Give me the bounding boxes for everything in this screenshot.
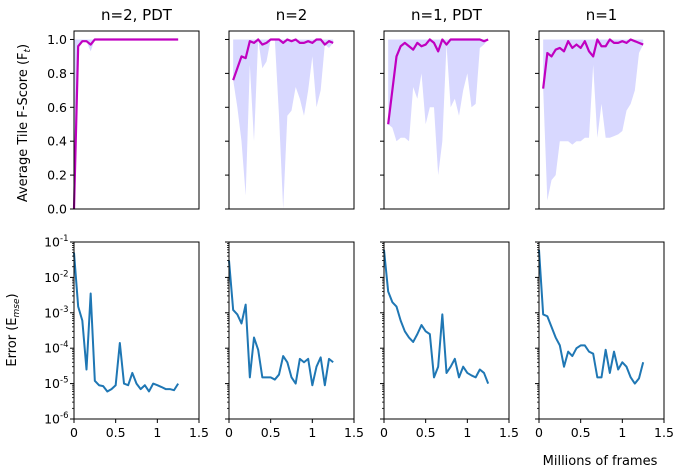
y-tick-exponent: -2 bbox=[60, 269, 68, 279]
plot-frame bbox=[228, 241, 355, 420]
error-line bbox=[73, 252, 180, 393]
x-tick-label: 0 bbox=[535, 425, 543, 440]
x-tick-label: 0.5 bbox=[106, 425, 126, 440]
x-axis-label: Millions of frames bbox=[543, 454, 658, 469]
fscore-line bbox=[72, 38, 179, 210]
plot-frame bbox=[383, 30, 510, 210]
panel-title: n=2 bbox=[276, 6, 308, 24]
x-tick-label: 1.5 bbox=[499, 425, 519, 440]
panel-title: n=1, PDT bbox=[411, 6, 483, 24]
error-line bbox=[228, 260, 334, 387]
bottom-y-axis-label: Error (Emse) bbox=[5, 293, 22, 366]
y-tick-label: 10 bbox=[44, 376, 60, 391]
fscore-line bbox=[232, 38, 334, 81]
error-line bbox=[383, 249, 490, 384]
x-tick-label: 1 bbox=[618, 425, 626, 440]
y-tick-exponent: -5 bbox=[60, 376, 68, 386]
plot-frame bbox=[73, 241, 200, 420]
x-tick-label: 1 bbox=[308, 425, 316, 440]
panel-fscore-1: n=2, PDT 0.0 0.2 0.4 0.6 0.8 1.0 bbox=[47, 6, 200, 217]
y-tick-label: 0.6 bbox=[47, 100, 67, 115]
panel-error-4: 0 0.5 1 1.5 bbox=[535, 241, 673, 440]
x-tick-label: 0 bbox=[380, 425, 388, 440]
variance-band bbox=[543, 39, 644, 201]
x-tick-label: 0.5 bbox=[416, 425, 436, 440]
error-line bbox=[538, 249, 645, 385]
plot-frame bbox=[538, 30, 665, 210]
panel-error-3: 0 0.5 1 1.5 bbox=[380, 241, 519, 440]
y-tick-label: 10 bbox=[44, 341, 60, 356]
panel-title: n=2, PDT bbox=[101, 6, 173, 24]
panel-error-1: 10 -610 -510 -410 -310 -210 -10 0.5 1 1.5 bbox=[44, 234, 209, 440]
bottom-y-axis-label-close: ) bbox=[5, 293, 20, 298]
top-y-axis-label: Average Tile F-Score (Ft) bbox=[16, 44, 33, 202]
panel-error-2: 0 0.5 1 1.5 bbox=[225, 241, 364, 440]
y-tick-exponent: -4 bbox=[60, 340, 68, 350]
bottom-y-axis-label-sub: mse bbox=[12, 298, 22, 317]
panel-title: n=1 bbox=[586, 6, 618, 24]
variance-band bbox=[233, 39, 334, 209]
y-tick-exponent: -1 bbox=[60, 234, 68, 244]
y-tick-label: 10 bbox=[44, 235, 60, 250]
y-tick-label: 0.8 bbox=[47, 66, 67, 81]
panel-fscore-4: n=1 bbox=[535, 6, 665, 210]
panel-fscore-3: n=1, PDT bbox=[380, 6, 510, 210]
y-tick-label: 0.2 bbox=[47, 168, 67, 183]
x-tick-label: 0.5 bbox=[261, 425, 281, 440]
variance-band bbox=[74, 39, 179, 209]
x-tick-label: 1.5 bbox=[344, 425, 364, 440]
variance-band bbox=[388, 39, 489, 176]
plot-frame bbox=[228, 30, 355, 210]
x-tick-label: 1 bbox=[153, 425, 161, 440]
y-tick-label: 0.4 bbox=[47, 134, 67, 149]
fscore-line bbox=[542, 38, 644, 89]
x-tick-label: 0.5 bbox=[571, 425, 591, 440]
fscore-line bbox=[387, 38, 489, 125]
y-tick-label: 1.0 bbox=[47, 32, 67, 47]
x-tick-label: 0 bbox=[225, 425, 233, 440]
x-tick-label: 1.5 bbox=[654, 425, 673, 440]
y-tick-label: 10 bbox=[44, 270, 60, 285]
y-tick-label: 10 bbox=[44, 305, 60, 320]
y-tick-label: 0.0 bbox=[47, 202, 67, 217]
bottom-y-axis-label-text: Error (E bbox=[5, 317, 20, 366]
top-y-axis-label-sub: t bbox=[23, 48, 33, 52]
x-tick-label: 1.5 bbox=[189, 425, 209, 440]
y-tick-label: 10 bbox=[44, 412, 60, 427]
top-y-axis-label-close: ) bbox=[16, 44, 31, 49]
panels-group: n=2, PDT 0.0 0.2 0.4 0.6 0.8 1.0 n=2 n=1, PDT n=1… bbox=[44, 6, 673, 440]
y-tick-exponent: -3 bbox=[60, 305, 68, 315]
x-tick-label: 1 bbox=[463, 425, 471, 440]
top-y-axis-label-text: Average Tile F-Score (F bbox=[16, 52, 31, 202]
y-tick-exponent: -6 bbox=[60, 411, 68, 421]
plot-frame bbox=[538, 241, 665, 420]
x-tick-label: 0 bbox=[70, 425, 78, 440]
panel-fscore-2: n=2 bbox=[225, 6, 355, 210]
plot-frame bbox=[383, 241, 510, 420]
plot-frame bbox=[73, 30, 200, 210]
